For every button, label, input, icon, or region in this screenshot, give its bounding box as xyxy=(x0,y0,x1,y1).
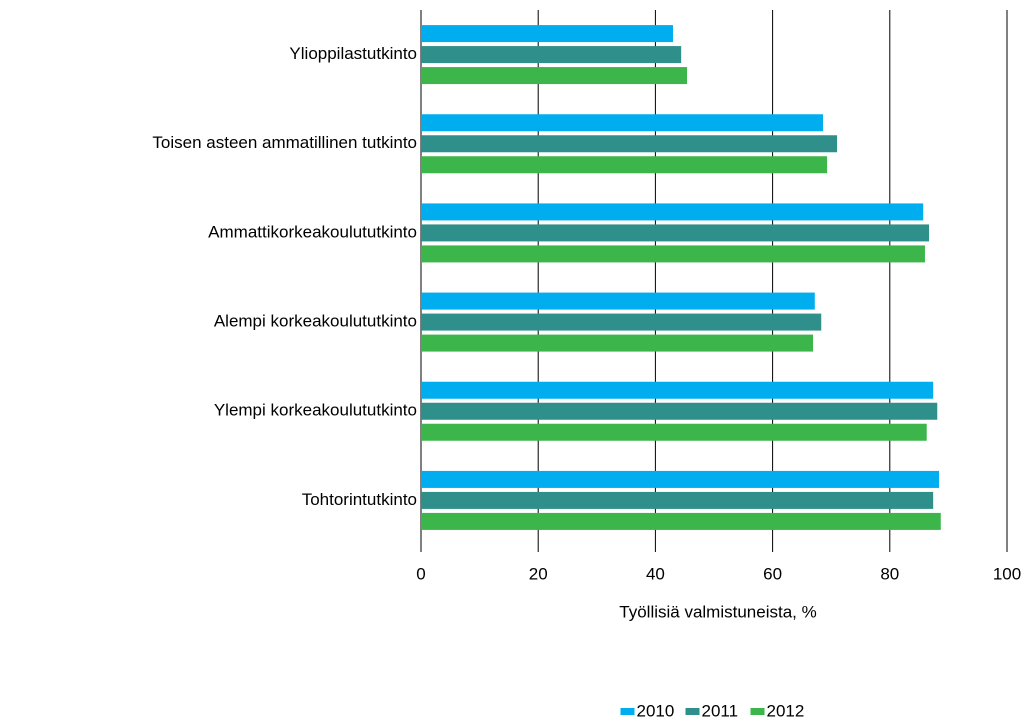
x-tick-label: 60 xyxy=(763,564,782,583)
bar xyxy=(421,381,934,399)
bar xyxy=(421,292,815,310)
x-tick-label: 20 xyxy=(529,564,548,583)
x-tick-label: 80 xyxy=(880,564,899,583)
legend-label: 2011 xyxy=(702,701,739,720)
legend-label: 2010 xyxy=(637,701,675,720)
y-tick-label: Ammattikorkeakoulututkinto xyxy=(208,222,417,241)
legend-swatch xyxy=(685,708,700,715)
legend-swatch xyxy=(750,708,765,715)
bar xyxy=(421,46,682,64)
bar xyxy=(421,135,838,153)
x-tick-label: 40 xyxy=(646,564,665,583)
x-axis-label: Työllisiä valmistuneista, % xyxy=(619,602,816,621)
bar xyxy=(421,313,822,331)
y-tick-label: Ylempi korkeakoulututkinto xyxy=(214,401,417,420)
y-tick-label: Tohtorintutkinto xyxy=(302,490,417,509)
bar xyxy=(421,402,938,420)
bar xyxy=(421,245,925,263)
x-tick-label: 100 xyxy=(993,564,1021,583)
bar xyxy=(421,423,927,441)
y-tick-label: Ylioppilastutkinto xyxy=(289,44,417,63)
bar xyxy=(421,334,814,352)
y-tick-label: Toisen asteen ammatillinen tutkinto xyxy=(152,133,417,152)
x-tick-label: 0 xyxy=(416,564,425,583)
bar xyxy=(421,203,924,221)
bar xyxy=(421,67,688,85)
bar xyxy=(421,25,673,43)
legend-swatch xyxy=(620,708,635,715)
bar xyxy=(421,470,940,488)
bar xyxy=(421,156,828,174)
legend-label: 2012 xyxy=(767,701,805,720)
bar xyxy=(421,491,934,509)
bar xyxy=(421,114,823,132)
bar xyxy=(421,224,930,242)
bar xyxy=(421,512,941,530)
y-tick-label: Alempi korkeakoulututkinto xyxy=(214,312,417,331)
